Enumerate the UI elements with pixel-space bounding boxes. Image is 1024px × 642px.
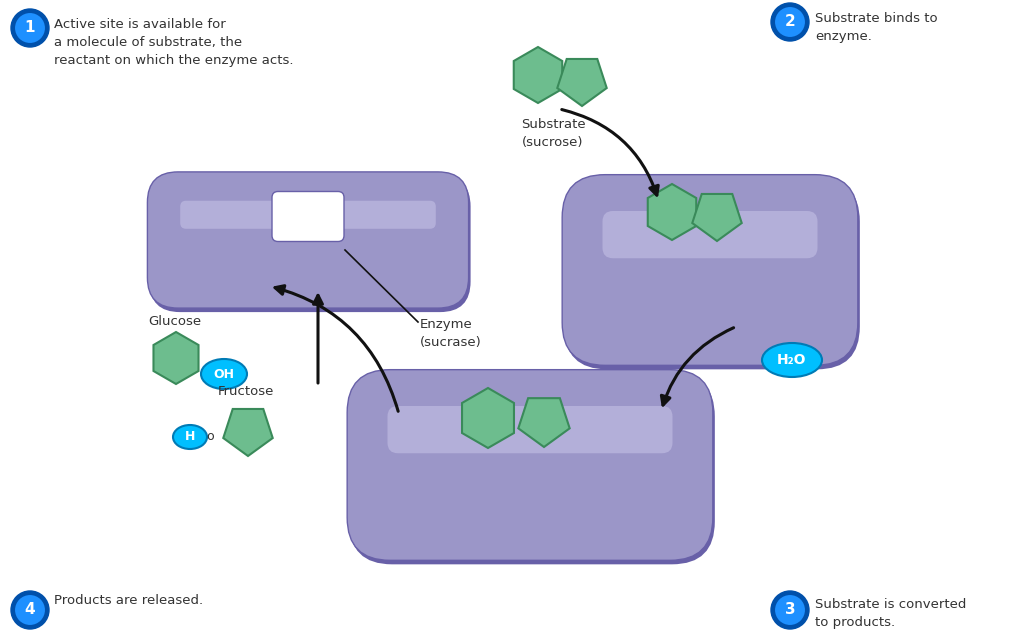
FancyBboxPatch shape xyxy=(347,370,713,560)
Ellipse shape xyxy=(201,359,247,389)
Text: H: H xyxy=(184,431,196,444)
Circle shape xyxy=(14,594,46,626)
Text: Enzyme
(sucrase): Enzyme (sucrase) xyxy=(420,318,481,349)
Text: o: o xyxy=(206,431,214,444)
Polygon shape xyxy=(557,59,607,106)
FancyBboxPatch shape xyxy=(602,211,817,258)
Ellipse shape xyxy=(173,425,207,449)
Text: 2: 2 xyxy=(784,15,796,30)
Polygon shape xyxy=(223,409,272,456)
Circle shape xyxy=(11,591,49,629)
FancyArrowPatch shape xyxy=(313,295,323,383)
Text: OH: OH xyxy=(213,367,234,381)
Text: H₂O: H₂O xyxy=(777,353,807,367)
Text: Glucose: Glucose xyxy=(148,315,201,328)
FancyBboxPatch shape xyxy=(349,374,715,564)
Circle shape xyxy=(771,591,809,629)
Circle shape xyxy=(774,6,806,38)
FancyBboxPatch shape xyxy=(564,178,860,369)
Polygon shape xyxy=(692,194,741,241)
Polygon shape xyxy=(648,184,696,240)
FancyBboxPatch shape xyxy=(272,191,344,241)
FancyBboxPatch shape xyxy=(180,201,280,229)
Polygon shape xyxy=(518,398,569,447)
FancyArrowPatch shape xyxy=(662,327,733,405)
FancyBboxPatch shape xyxy=(147,172,469,308)
FancyBboxPatch shape xyxy=(336,201,436,229)
Text: 1: 1 xyxy=(25,21,35,35)
Ellipse shape xyxy=(762,343,822,377)
Text: Substrate is converted
to products.: Substrate is converted to products. xyxy=(815,598,967,629)
FancyArrowPatch shape xyxy=(562,110,658,195)
FancyArrowPatch shape xyxy=(275,286,398,412)
Circle shape xyxy=(771,3,809,41)
Circle shape xyxy=(11,9,49,47)
Circle shape xyxy=(14,12,46,44)
Text: Substrate binds to
enzyme.: Substrate binds to enzyme. xyxy=(815,12,938,43)
FancyBboxPatch shape xyxy=(150,176,471,312)
Polygon shape xyxy=(154,332,199,384)
Text: 3: 3 xyxy=(784,602,796,618)
Text: Active site is available for
a molecule of substrate, the
reactant on which the : Active site is available for a molecule … xyxy=(54,18,294,67)
Polygon shape xyxy=(514,47,562,103)
Text: Substrate
(sucrose): Substrate (sucrose) xyxy=(520,118,586,149)
Text: Products are released.: Products are released. xyxy=(54,593,203,607)
Text: Fructose: Fructose xyxy=(218,385,274,398)
Circle shape xyxy=(774,594,806,626)
FancyBboxPatch shape xyxy=(562,175,858,365)
FancyBboxPatch shape xyxy=(387,406,673,453)
Text: 4: 4 xyxy=(25,602,35,618)
Polygon shape xyxy=(462,388,514,448)
